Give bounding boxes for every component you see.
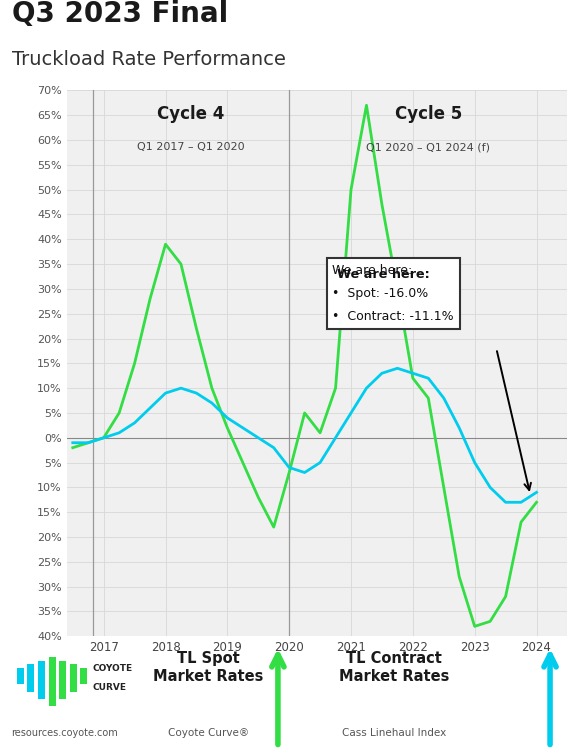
Text: TL Contract
Market Rates: TL Contract Market Rates: [339, 651, 449, 684]
Text: Coyote Curve®: Coyote Curve®: [168, 728, 249, 738]
Text: Q3 2023 Final: Q3 2023 Final: [12, 0, 228, 28]
Text: Truckload Rate Performance: Truckload Rate Performance: [12, 50, 285, 69]
Bar: [80, 669, 87, 684]
Bar: [70, 664, 77, 692]
Text: Cycle 4: Cycle 4: [157, 105, 225, 123]
Text: TL Spot
Market Rates: TL Spot Market Rates: [153, 651, 263, 684]
Bar: [49, 657, 56, 706]
Text: We are here:: We are here:: [338, 268, 430, 281]
Bar: [27, 664, 34, 692]
Text: COYOTE: COYOTE: [93, 664, 133, 672]
Bar: [59, 660, 66, 699]
Text: resources.coyote.com: resources.coyote.com: [12, 727, 118, 738]
Text: Cass Linehaul Index: Cass Linehaul Index: [342, 728, 446, 738]
Bar: [17, 669, 24, 684]
Bar: [38, 660, 45, 699]
Text: We are here:
•  Spot: -16.0%
•  Contract: -11.1%: We are here: • Spot: -16.0% • Contract: …: [332, 264, 454, 323]
Text: CURVE: CURVE: [93, 683, 127, 692]
Text: Q1 2017 – Q1 2020: Q1 2017 – Q1 2020: [137, 142, 245, 152]
Text: Q1 2020 – Q1 2024 (f): Q1 2020 – Q1 2024 (f): [367, 142, 490, 152]
Text: Cycle 5: Cycle 5: [395, 105, 462, 123]
